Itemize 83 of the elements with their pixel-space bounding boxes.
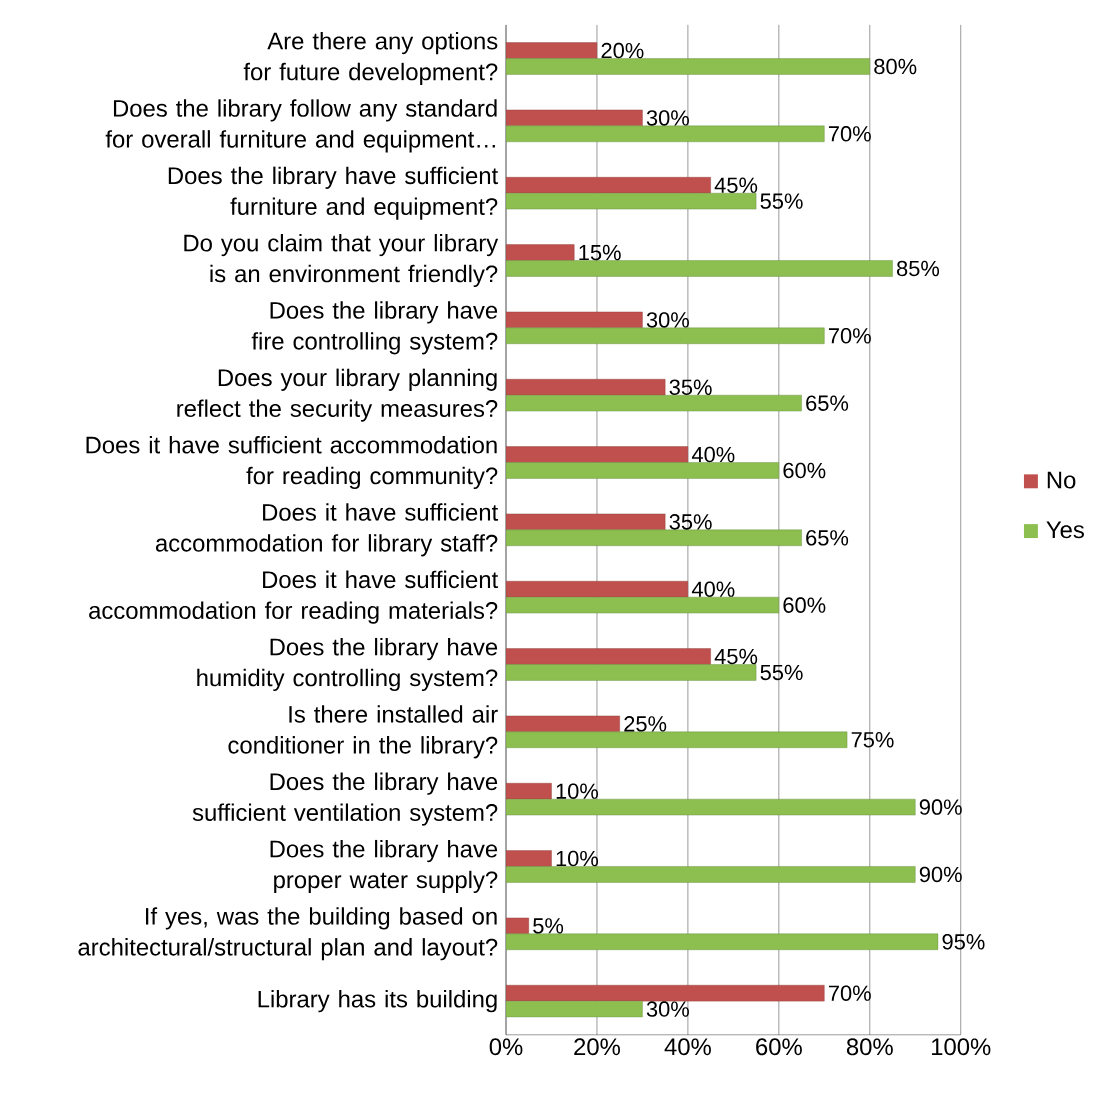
bar [506, 984, 825, 1002]
x-tick-label: 0% [489, 1038, 523, 1056]
data-label: 25% [624, 715, 667, 732]
data-label: 40% [691, 446, 735, 463]
data-label: 65% [806, 395, 849, 411]
y-tick-label: Does the library follow any standard for overall furniture and equipment… [105, 99, 497, 153]
y-tick-label: Does the library have sufficient furniture and equipment? [168, 166, 499, 220]
y-tick-label: Does it have sufficient accommodation for library staff? [155, 503, 499, 557]
bar [506, 42, 598, 59]
bar [506, 580, 689, 598]
bar [506, 596, 780, 614]
data-label: 30% [646, 109, 689, 126]
data-label: 20% [601, 42, 644, 59]
y-tick-label: Does it have sufficient accommodation for reading community? [86, 435, 498, 489]
bar [506, 648, 711, 665]
data-label: 35% [669, 379, 712, 395]
bar [506, 260, 893, 277]
data-label: 75% [851, 731, 894, 748]
data-label: 45% [714, 177, 758, 193]
bar [506, 664, 757, 681]
y-tick-label: Does the library have fire controlling system? [251, 301, 498, 355]
y-tick-label: If yes, was the building based on architectural/structural plan and layout? [78, 907, 498, 961]
y-tick-label: Does the library have sufficient ventilation system? [192, 772, 498, 826]
data-label: 70% [828, 327, 871, 344]
y-tick-label: Does the library have humidity controlling system? [197, 637, 498, 691]
data-label: 15% [579, 244, 621, 261]
x-tick-label: 40% [664, 1038, 711, 1056]
data-label: 35% [669, 513, 712, 530]
bar [506, 192, 757, 210]
x-tick-label: 100% [932, 1038, 991, 1056]
bar [506, 782, 552, 800]
legend-label: No [1047, 471, 1076, 489]
data-label: 10% [556, 850, 599, 867]
bar [506, 866, 916, 883]
data-label: 60% [783, 462, 826, 479]
legend-label: Yes [1046, 521, 1084, 539]
data-label: 45% [714, 648, 758, 665]
data-label: 90% [919, 799, 962, 815]
y-tick-label: Does your library planning reflect the security measures? [177, 368, 498, 422]
data-label: 55% [760, 193, 803, 209]
bar [506, 798, 916, 816]
bar [506, 176, 711, 194]
data-label: 90% [919, 866, 962, 882]
data-label: 40% [691, 581, 735, 597]
data-label: 30% [646, 1001, 689, 1017]
y-tick-label: Is there installed air conditioner in the library? [228, 705, 498, 759]
bar [506, 244, 575, 261]
bar [506, 378, 666, 396]
data-label: 5% [533, 917, 564, 934]
bar [506, 513, 666, 530]
y-tick-label: Are there any options for future development? [243, 31, 498, 85]
bar [506, 446, 689, 463]
bar [506, 311, 643, 328]
y-tick-label: Library has its building [258, 989, 497, 1013]
x-tick-label: 80% [846, 1038, 893, 1056]
y-tick-label: Does the library have proper water supply? [270, 839, 498, 893]
data-label: 85% [896, 260, 940, 277]
bar [506, 58, 870, 75]
bar [506, 917, 529, 934]
y-tick-label: Do you claim that your library is an environment friendly? [184, 233, 499, 287]
bar [506, 850, 552, 867]
bar [506, 933, 939, 950]
data-label: 65% [806, 529, 849, 546]
bar [506, 529, 802, 546]
bar [506, 327, 825, 344]
data-label: 60% [783, 597, 826, 613]
bar [506, 125, 825, 142]
x-tick-label: 60% [756, 1038, 802, 1056]
bar [506, 462, 780, 479]
data-label: 55% [760, 664, 803, 680]
bar [506, 394, 802, 412]
data-label: 80% [874, 58, 917, 75]
bar [506, 1000, 643, 1018]
data-label: 70% [828, 125, 871, 142]
data-label: 70% [828, 985, 871, 1001]
x-tick-label: 20% [574, 1038, 620, 1056]
data-label: 95% [942, 933, 985, 950]
bar [506, 731, 848, 748]
y-tick-label: Does it have sufficient accommodation for reading materials? [89, 570, 499, 624]
bar [506, 715, 620, 732]
bar [506, 109, 643, 126]
data-label: 30% [646, 311, 689, 328]
data-label: 10% [556, 783, 599, 799]
